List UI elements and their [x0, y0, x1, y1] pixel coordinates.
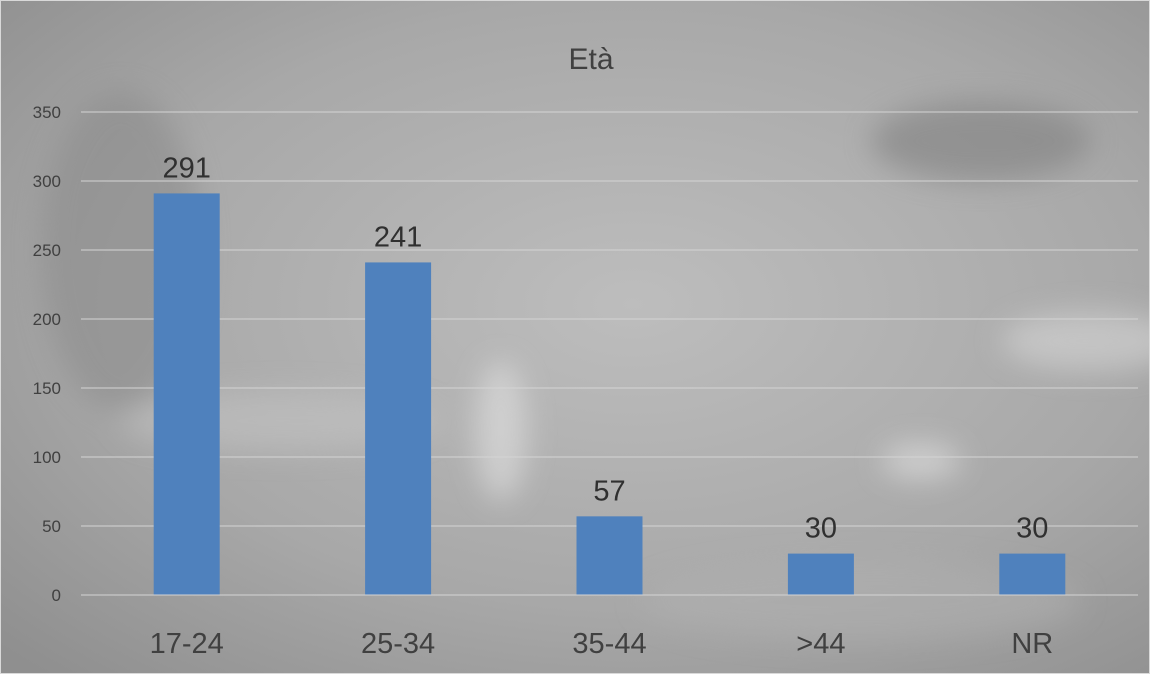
- y-tick-label: 100: [33, 448, 61, 467]
- x-tick-label: 25-34: [361, 628, 435, 660]
- x-tick-label: >44: [796, 628, 845, 660]
- x-tick-label: 17-24: [150, 628, 224, 660]
- data-label: 57: [593, 475, 625, 507]
- y-tick-label: 50: [42, 517, 61, 536]
- y-tick-label: 350: [33, 103, 61, 122]
- bar-NR: [999, 553, 1066, 595]
- y-tick-label: 250: [33, 241, 61, 260]
- data-label: 241: [374, 221, 422, 253]
- y-tick-label: 0: [52, 586, 61, 605]
- bar-25-34: [365, 262, 432, 595]
- bar-17-24: [153, 193, 220, 596]
- chart-title: Età: [568, 43, 613, 76]
- y-tick-label: 150: [33, 379, 61, 398]
- y-axis: 0 50 100 150 200 250 300 350: [33, 103, 61, 605]
- data-labels: 291 241 57 30 30: [163, 152, 1049, 544]
- y-tick-label: 300: [33, 172, 61, 191]
- bar->44: [787, 553, 854, 595]
- bars: [153, 193, 1066, 596]
- x-tick-label: 35-44: [572, 628, 646, 660]
- data-label: 30: [1016, 513, 1048, 545]
- x-tick-label: NR: [1011, 628, 1053, 660]
- data-label: 291: [163, 152, 211, 184]
- bar-35-44: [576, 516, 643, 595]
- x-axis: 17-24 25-34 35-44 >44 NR: [81, 594, 1138, 660]
- y-tick-label: 200: [33, 310, 61, 329]
- data-label: 30: [805, 513, 837, 545]
